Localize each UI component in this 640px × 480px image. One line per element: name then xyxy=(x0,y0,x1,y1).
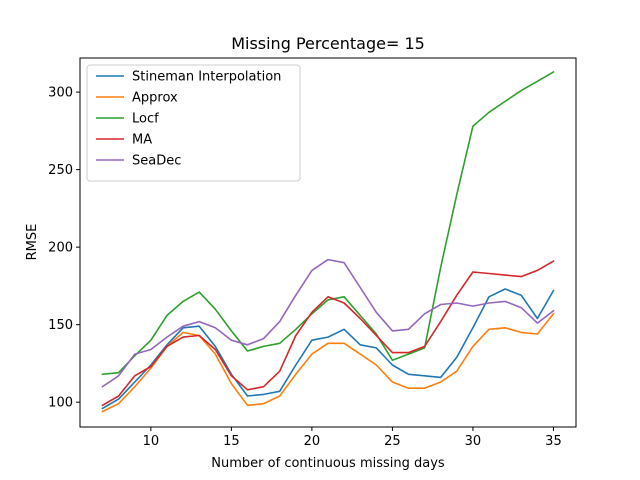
series-lines xyxy=(101,70,555,413)
x-tick-label: 25 xyxy=(384,434,401,449)
legend-box xyxy=(86,64,301,182)
x-tick-label: 30 xyxy=(465,434,482,449)
legend-label: SeaDec xyxy=(132,154,181,169)
legend-label: Approx xyxy=(132,91,178,106)
legend-label: MA xyxy=(132,133,152,148)
y-tick-label: 100 xyxy=(48,396,73,411)
y-tick-label: 250 xyxy=(48,163,73,178)
legend: Stineman Interpolation Approx Locf MA SeaDec xyxy=(86,64,301,182)
y-axis-ticks: 100 150 200 250 300 xyxy=(48,86,80,411)
x-tick-label: 10 xyxy=(143,434,160,449)
y-tick-label: 300 xyxy=(48,86,73,101)
legend-label: Stineman Interpolation xyxy=(132,70,281,85)
legend-label: Locf xyxy=(132,112,159,127)
series-line-2 xyxy=(101,312,555,413)
series-line-1 xyxy=(101,288,555,410)
series-line-5 xyxy=(101,258,555,388)
y-tick-label: 150 xyxy=(48,318,73,333)
chart-title: Missing Percentage= 15 xyxy=(231,34,425,53)
x-axis-label: Number of continuous missing days xyxy=(211,456,445,471)
x-tick-label: 20 xyxy=(304,434,321,449)
y-tick-label: 200 xyxy=(48,241,73,256)
series-line-4 xyxy=(101,260,555,407)
x-tick-label: 15 xyxy=(223,434,240,449)
axes-frame xyxy=(79,57,577,428)
x-axis-ticks: 10 15 20 25 30 35 xyxy=(143,427,562,449)
y-axis-label: RMSE xyxy=(25,224,40,261)
x-tick-label: 35 xyxy=(545,434,562,449)
series-line-3 xyxy=(101,70,555,376)
